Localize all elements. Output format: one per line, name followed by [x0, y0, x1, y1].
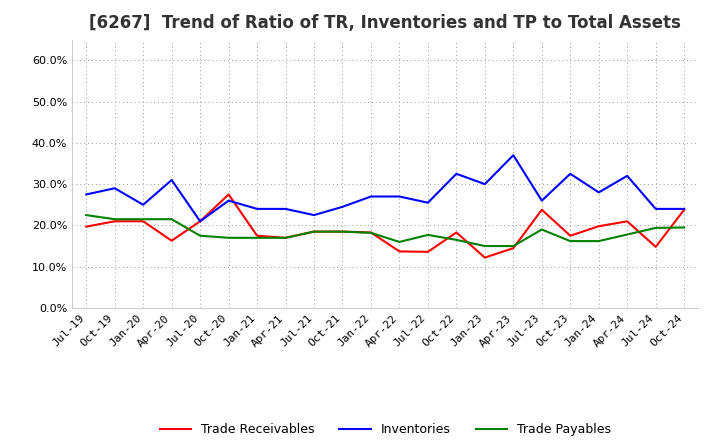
- Trade Receivables: [395, 249, 404, 254]
- Line: Trade Payables: Trade Payables: [86, 215, 684, 246]
- Title: [6267]  Trend of Ratio of TR, Inventories and TP to Total Assets: [6267] Trend of Ratio of TR, Inventories…: [89, 15, 681, 33]
- Trade Payables: [167, 216, 176, 222]
- Inventories: [595, 190, 603, 195]
- Trade Payables: [452, 237, 461, 242]
- Trade Payables: [282, 235, 290, 240]
- Trade Receivables: [338, 229, 347, 234]
- Trade Payables: [509, 243, 518, 249]
- Trade Receivables: [652, 244, 660, 249]
- Inventories: [82, 192, 91, 197]
- Inventories: [680, 206, 688, 212]
- Trade Payables: [225, 235, 233, 240]
- Trade Receivables: [366, 230, 375, 235]
- Inventories: [139, 202, 148, 207]
- Trade Payables: [366, 230, 375, 235]
- Trade Receivables: [82, 224, 91, 229]
- Trade Receivables: [595, 224, 603, 229]
- Trade Payables: [680, 225, 688, 230]
- Trade Receivables: [537, 207, 546, 213]
- Trade Payables: [652, 225, 660, 231]
- Trade Payables: [110, 216, 119, 222]
- Trade Payables: [338, 229, 347, 234]
- Trade Payables: [480, 243, 489, 249]
- Trade Receivables: [623, 219, 631, 224]
- Trade Receivables: [110, 219, 119, 224]
- Trade Receivables: [509, 246, 518, 251]
- Inventories: [310, 213, 318, 218]
- Trade Payables: [395, 239, 404, 245]
- Trade Payables: [82, 213, 91, 218]
- Inventories: [423, 200, 432, 205]
- Inventories: [366, 194, 375, 199]
- Trade Receivables: [452, 230, 461, 235]
- Trade Payables: [623, 232, 631, 237]
- Trade Payables: [139, 216, 148, 222]
- Trade Receivables: [253, 233, 261, 238]
- Trade Payables: [537, 227, 546, 232]
- Line: Inventories: Inventories: [86, 155, 684, 221]
- Trade Payables: [310, 229, 318, 234]
- Trade Payables: [196, 233, 204, 238]
- Trade Receivables: [167, 238, 176, 243]
- Inventories: [225, 198, 233, 203]
- Inventories: [110, 186, 119, 191]
- Trade Receivables: [139, 219, 148, 224]
- Inventories: [566, 171, 575, 176]
- Trade Payables: [253, 235, 261, 240]
- Line: Trade Receivables: Trade Receivables: [86, 194, 684, 258]
- Inventories: [253, 206, 261, 212]
- Inventories: [196, 219, 204, 224]
- Trade Receivables: [423, 249, 432, 254]
- Inventories: [282, 206, 290, 212]
- Trade Payables: [595, 238, 603, 244]
- Trade Receivables: [196, 219, 204, 224]
- Inventories: [452, 171, 461, 176]
- Trade Receivables: [680, 207, 688, 213]
- Trade Payables: [566, 238, 575, 244]
- Trade Receivables: [480, 255, 489, 260]
- Inventories: [537, 198, 546, 203]
- Legend: Trade Receivables, Inventories, Trade Payables: Trade Receivables, Inventories, Trade Pa…: [155, 418, 616, 440]
- Inventories: [623, 173, 631, 179]
- Inventories: [338, 204, 347, 209]
- Inventories: [509, 153, 518, 158]
- Inventories: [652, 206, 660, 212]
- Inventories: [167, 177, 176, 183]
- Inventories: [480, 181, 489, 187]
- Trade Receivables: [282, 235, 290, 240]
- Trade Receivables: [566, 233, 575, 238]
- Trade Receivables: [310, 229, 318, 234]
- Trade Receivables: [225, 192, 233, 197]
- Inventories: [395, 194, 404, 199]
- Trade Payables: [423, 232, 432, 238]
